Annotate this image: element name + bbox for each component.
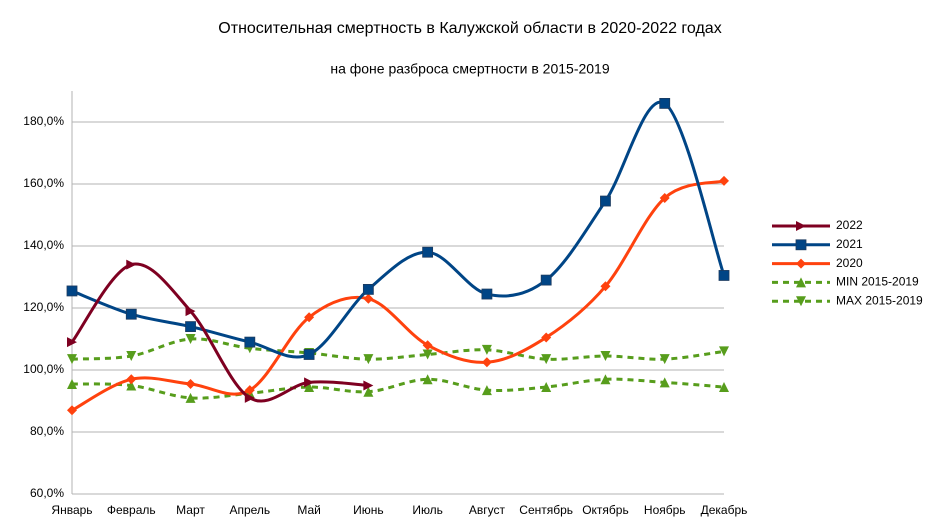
x-tick-label: Февраль (107, 503, 156, 517)
legend-marker (796, 258, 806, 269)
y-tick-label: 100,0% (23, 362, 64, 376)
marker (422, 246, 434, 258)
y-tick-label: 180,0% (23, 114, 64, 128)
chart-subtitle: на фоне разброса смертности в 2015-2019 (330, 61, 609, 77)
marker (600, 374, 611, 385)
marker (600, 195, 611, 207)
legend-marker (796, 221, 806, 231)
y-tick-label: 60,0% (30, 486, 64, 500)
x-tick-label: Январь (51, 503, 92, 517)
series-line (71, 377, 725, 400)
marker (126, 259, 137, 270)
x-tick-label: Март (176, 503, 205, 517)
marker (481, 385, 492, 396)
marker (185, 321, 196, 333)
marker (185, 392, 196, 403)
x-tick-label: Октябрь (582, 503, 629, 517)
marker (422, 374, 433, 385)
marker (244, 385, 255, 396)
marker (126, 374, 137, 385)
x-tick-label: Июнь (353, 503, 384, 517)
y-tick-label: 160,0% (23, 176, 64, 190)
series-line (70, 262, 369, 403)
marker (304, 377, 315, 388)
legend-label: MIN 2015-2019 (836, 275, 919, 289)
marker (125, 308, 137, 320)
marker (363, 293, 374, 304)
marker (541, 382, 552, 393)
x-tick-label: Ноябрь (644, 503, 686, 517)
marker (363, 386, 374, 397)
marker (304, 382, 315, 393)
marker (541, 354, 552, 365)
marker (185, 334, 196, 344)
marker (363, 380, 374, 391)
marker (481, 357, 492, 368)
y-tick-label: 80,0% (30, 424, 64, 438)
series-line (71, 179, 725, 412)
marker (422, 349, 433, 360)
series-line (71, 337, 725, 361)
marker (303, 349, 315, 360)
marker (422, 340, 433, 351)
legend-marker (796, 296, 806, 307)
legend-label: 2020 (836, 256, 863, 270)
marker (304, 312, 315, 323)
x-tick-label: Август (469, 503, 506, 517)
marker (481, 288, 493, 300)
marker (363, 354, 374, 365)
marker (600, 351, 611, 362)
marker (185, 306, 196, 317)
marker (659, 377, 670, 388)
x-tick-label: Май (297, 503, 321, 517)
legend-label: 2021 (836, 237, 863, 251)
y-tick-label: 140,0% (23, 238, 64, 252)
marker (67, 378, 77, 389)
marker (718, 270, 730, 281)
marker (362, 283, 374, 295)
marker (719, 382, 729, 393)
marker (66, 285, 78, 297)
marker (540, 274, 552, 286)
legend-label: 2022 (836, 218, 863, 232)
chart-title: Относительная смертность в Калужской обл… (218, 20, 721, 37)
x-tick-label: Сентябрь (519, 503, 573, 517)
marker (185, 378, 196, 389)
marker (67, 405, 77, 416)
x-tick-label: Декабрь (701, 503, 748, 517)
x-tick-label: Апрель (229, 503, 270, 517)
marker (244, 336, 256, 348)
legend-marker (795, 239, 807, 251)
marker (659, 354, 670, 365)
legend-label: MAX 2015-2019 (836, 293, 923, 307)
x-tick-label: Июль (412, 503, 443, 517)
marker (126, 351, 137, 362)
marker (659, 192, 670, 203)
marker (600, 281, 611, 292)
marker (719, 346, 729, 357)
marker (67, 354, 77, 365)
marker (244, 392, 255, 403)
marker (67, 337, 77, 348)
legend-marker (796, 277, 806, 288)
marker (126, 380, 137, 391)
y-tick-label: 120,0% (23, 300, 64, 314)
marker (481, 344, 492, 355)
marker (659, 98, 671, 109)
marker (541, 332, 552, 343)
marker (719, 175, 729, 186)
